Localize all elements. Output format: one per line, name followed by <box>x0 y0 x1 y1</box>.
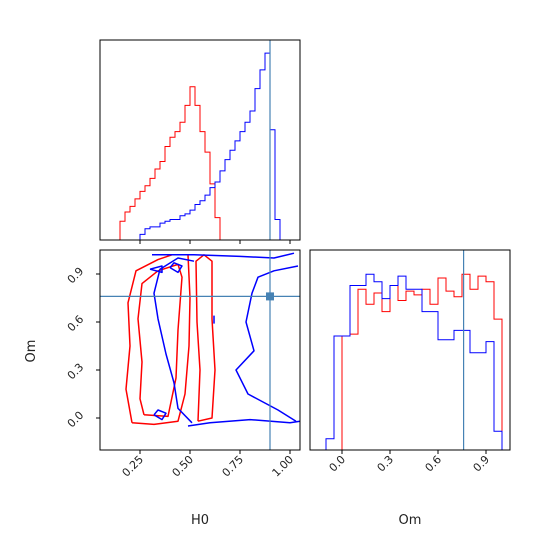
om-marginal-panel: 0.0 0.3 0.6 0.9 <box>309 249 511 475</box>
contour-line-7 <box>149 265 163 274</box>
om-x-tick-label-2: 0.6 <box>423 453 445 475</box>
om-marginal-frame <box>309 249 511 451</box>
h0-tick-label-3: 1.00 <box>270 453 297 480</box>
om-y-tick-label-1: 0.3 <box>65 361 87 383</box>
x-axis-label-h0: H0 <box>191 513 209 528</box>
h0-hist-series-0 <box>119 86 221 240</box>
joint-contour-panel: 0.25 0.50 0.75 1.00 0.0 0.3 0.6 0.9 <box>65 249 301 480</box>
h0-tick-label-0: 0.25 <box>120 453 147 480</box>
om-hist-series-1 <box>325 273 503 450</box>
contour-line-2 <box>195 254 216 422</box>
h0-hist-series-1 <box>139 52 281 240</box>
om-y-tick-label-3: 0.9 <box>65 265 87 287</box>
contour-line-5 <box>235 265 299 422</box>
contour-line-6 <box>153 257 195 424</box>
contour-line-9 <box>153 409 167 421</box>
h0-tick-label-1: 0.50 <box>170 453 197 480</box>
x-axis-label-om: Om <box>399 513 422 528</box>
om-y-tick-label-0: 0.0 <box>65 409 87 431</box>
joint-frame <box>99 249 301 451</box>
om-y-tick-label-2: 0.6 <box>65 313 87 335</box>
contour-line-8 <box>169 262 183 274</box>
h0-tick-label-2: 0.75 <box>220 453 247 480</box>
joint-truth-marker <box>266 292 274 301</box>
h0-marginal-frame <box>99 39 301 241</box>
y-axis-label-om: Om <box>24 340 39 363</box>
h0-marginal-panel <box>99 39 301 244</box>
contour-line-3 <box>187 418 300 427</box>
om-x-tick-label-0: 0.0 <box>327 453 349 475</box>
contour-group <box>125 252 300 427</box>
om-x-tick-label-1: 0.3 <box>375 453 397 475</box>
om-x-tick-label-3: 0.9 <box>471 453 493 475</box>
contour-line-4 <box>152 252 295 259</box>
